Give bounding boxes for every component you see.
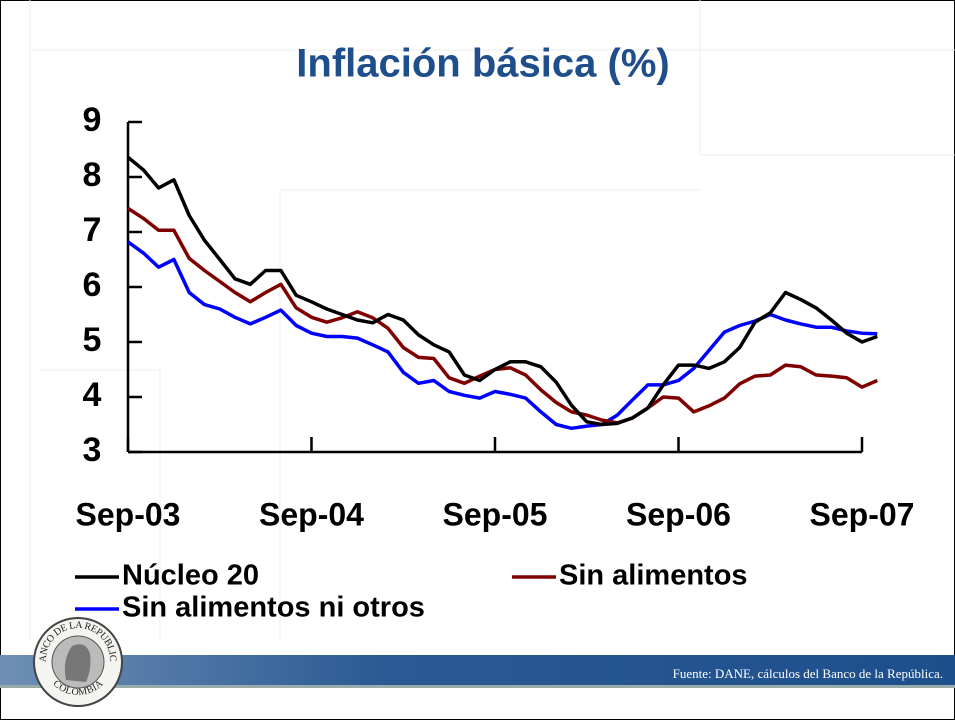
y-tick-label: 4 [83,376,102,414]
background-grid [29,0,955,640]
y-tick-label: 5 [83,321,102,359]
footer-shadow [0,685,955,688]
x-tick-label: Sep-06 [626,496,731,532]
series-line [126,240,878,431]
footer-bar [0,655,955,685]
series-line [126,155,878,427]
legend-label: Sin alimentos ni otros [122,592,425,624]
y-tick-label: 3 [83,431,102,469]
source-note: Fuente: DANE, cálculos del Banco de la R… [673,666,943,681]
chart-title: Inflación básica (%) [296,42,669,86]
plot: 3 4 5 6 7 8 9 Sep-03 Sep-04 Sep-05 Sep-06 Sep-07 Núc… [75,101,914,624]
y-tick-label: 7 [83,211,102,249]
legend-label: Núcleo 20 [122,560,259,592]
y-tick-label: 9 [83,101,102,139]
series-line [127,206,878,425]
y-tick-label: 8 [83,156,102,194]
y-tick-label: 6 [83,266,102,304]
legend-label: Sin alimentos [559,560,748,592]
x-tick-label: Sep-04 [259,496,364,532]
x-tick-label: Sep-05 [443,496,548,532]
x-tick-label: Sep-07 [810,496,915,532]
x-tick-label: Sep-03 [76,496,181,532]
